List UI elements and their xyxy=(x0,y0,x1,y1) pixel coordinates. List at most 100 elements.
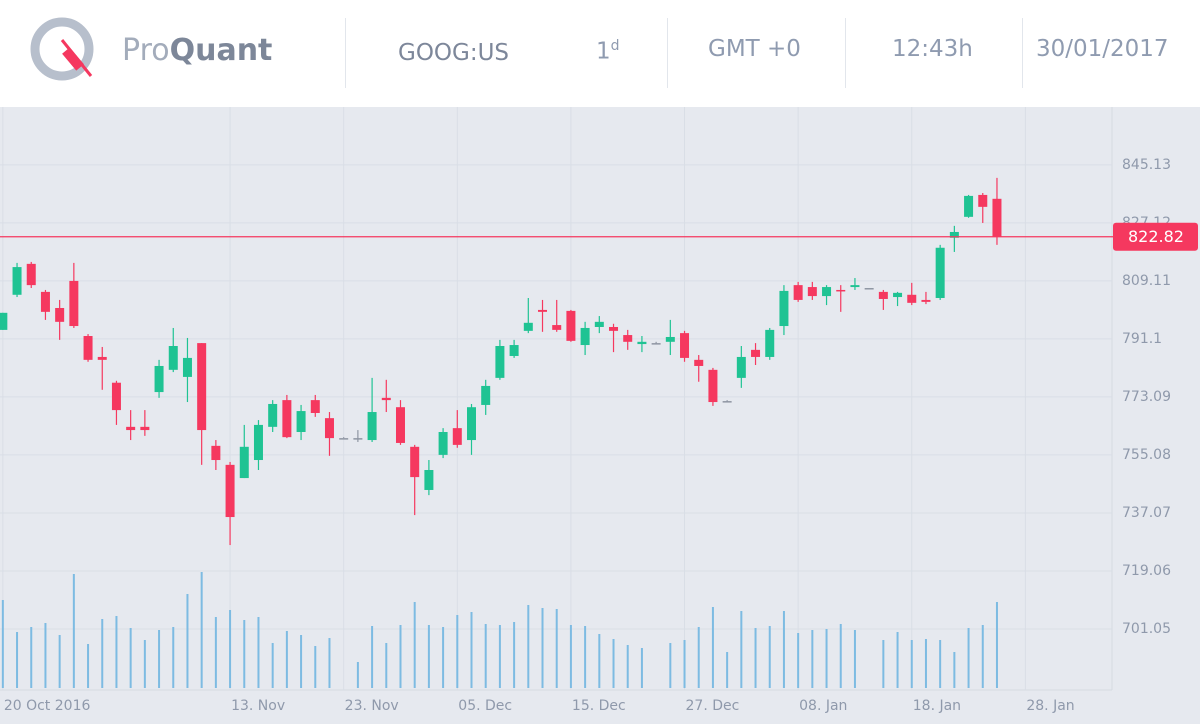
volume-bar xyxy=(683,640,686,688)
candle-body xyxy=(140,426,150,431)
candle-body xyxy=(481,385,491,405)
candle-body xyxy=(623,335,633,342)
volume-bar xyxy=(30,627,33,688)
candle-body xyxy=(410,446,420,478)
volume-bar xyxy=(257,617,260,688)
x-tick-label: 05. Dec xyxy=(458,698,512,714)
volume-bar xyxy=(115,616,118,688)
candle-body xyxy=(680,333,690,358)
volume-bar xyxy=(754,628,757,688)
brand-light: Pro xyxy=(122,33,170,68)
candle-body xyxy=(282,400,292,438)
candle-body xyxy=(296,411,306,432)
candle-body xyxy=(367,412,377,441)
candle-body xyxy=(580,327,590,346)
candle-body xyxy=(722,401,732,403)
candle-body xyxy=(197,343,207,431)
y-tick-label: 719.06 xyxy=(1122,563,1171,579)
volume-bar xyxy=(584,626,587,688)
y-tick-label: 773.09 xyxy=(1122,389,1171,405)
volume-bar xyxy=(768,626,771,688)
candle-body xyxy=(495,345,505,378)
volume-bar xyxy=(981,625,984,688)
y-tick-label: 737.07 xyxy=(1122,505,1171,521)
candle-body xyxy=(324,418,334,439)
volume-bar xyxy=(782,611,785,688)
chart: 701.05 719.06 737.07 755.08 773.09 791.1 809.1… xyxy=(0,107,1198,714)
separator xyxy=(1022,18,1023,88)
volume-bar xyxy=(186,594,189,688)
candle-body xyxy=(609,326,619,331)
header: ProQuant GOOG:US 1d GMT +0 12:43h 30/01/… xyxy=(0,0,1200,107)
volume-bar xyxy=(300,635,303,688)
volume-bar xyxy=(910,640,913,688)
candle-body xyxy=(708,369,718,403)
candle-body xyxy=(69,280,79,327)
candle-body xyxy=(907,294,917,303)
candle-body xyxy=(182,357,192,377)
volume-bar xyxy=(612,639,615,688)
candle-body xyxy=(807,287,817,297)
timezone[interactable]: GMT +0 xyxy=(708,36,801,62)
volume-bar xyxy=(101,619,104,688)
candle-body xyxy=(594,321,604,327)
candle-body xyxy=(168,345,178,370)
volume-bar xyxy=(740,611,743,688)
candle-body xyxy=(878,291,888,299)
y-tick-label: 791.1 xyxy=(1122,331,1162,347)
volume-bar xyxy=(555,609,558,688)
x-tick-label: 15. Dec xyxy=(572,698,626,714)
volume-bar xyxy=(356,662,359,688)
candle-body xyxy=(268,403,278,427)
volume-bar xyxy=(371,626,374,688)
volume-bar xyxy=(456,615,459,688)
volume-bar xyxy=(413,602,416,688)
volume-bar xyxy=(839,624,842,688)
volume-bar xyxy=(640,648,643,688)
last-price-label: 822.82 xyxy=(1128,227,1184,246)
x-tick-label: 23. Nov xyxy=(345,698,399,714)
candle-body xyxy=(765,329,775,357)
candle-body xyxy=(424,470,434,490)
timeframe-unit: d xyxy=(610,38,620,54)
volume-bar xyxy=(200,572,203,688)
volume-bar xyxy=(143,640,146,688)
candle-body xyxy=(779,290,789,327)
candle-body xyxy=(438,431,448,455)
candle-body xyxy=(211,445,221,461)
candle-body xyxy=(694,359,704,366)
candle-body xyxy=(40,291,50,312)
candle-body xyxy=(466,407,476,441)
timeframe[interactable]: 1d xyxy=(596,38,620,65)
candle-body xyxy=(55,307,65,322)
candle-body xyxy=(253,424,263,461)
candle-body xyxy=(0,312,8,330)
symbol[interactable]: GOOG:US xyxy=(398,40,510,66)
candle-body xyxy=(651,343,661,345)
candle-body xyxy=(509,345,519,356)
x-tick-label: 18. Jan xyxy=(913,698,961,714)
candle-body xyxy=(353,438,363,440)
volume-bar xyxy=(58,635,61,688)
candle-body xyxy=(864,288,874,290)
volume-bar xyxy=(442,627,445,688)
separator xyxy=(345,18,346,88)
volume-bar xyxy=(924,639,927,688)
volume-bar xyxy=(825,629,828,688)
timeframe-value: 1 xyxy=(596,38,611,65)
volume-bar xyxy=(669,643,672,688)
candle-body xyxy=(935,247,945,299)
volume-bar xyxy=(882,640,885,688)
volume-bar xyxy=(271,643,274,688)
x-tick-label: 20 Oct 2016 xyxy=(4,698,91,714)
candle-body xyxy=(225,464,235,518)
volume-bar xyxy=(484,624,487,688)
volume-bar xyxy=(569,625,572,688)
candle-body xyxy=(893,292,903,298)
candle-body xyxy=(239,446,249,479)
candle-body xyxy=(949,231,959,238)
x-tick-label: 08. Jan xyxy=(799,698,847,714)
volume-bar xyxy=(16,632,19,688)
candle-body xyxy=(12,267,22,295)
logo xyxy=(30,17,94,81)
